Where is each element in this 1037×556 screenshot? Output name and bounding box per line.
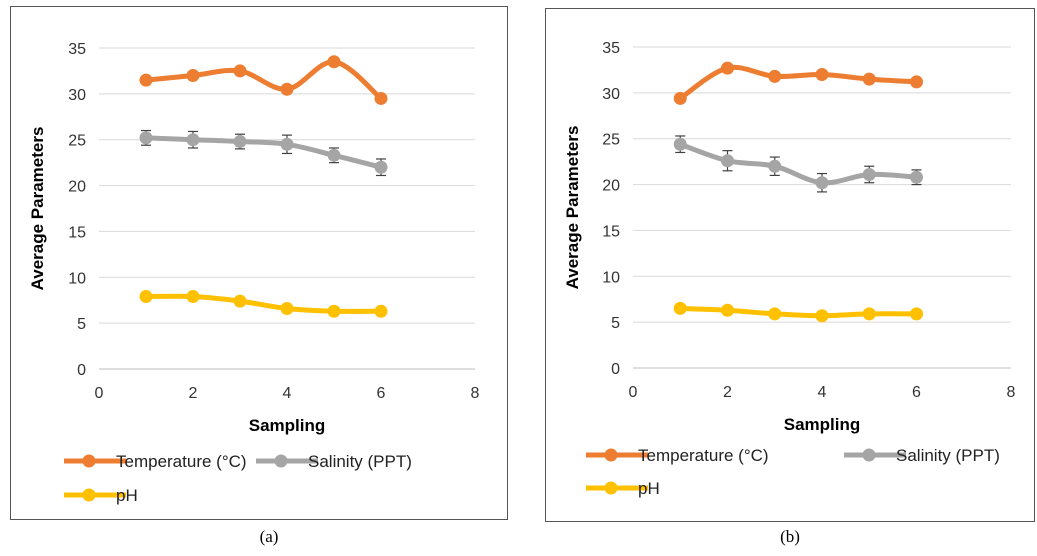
- x-tick-label: 0: [95, 385, 104, 402]
- y-tick-label: 20: [602, 178, 620, 195]
- data-point: [862, 72, 876, 86]
- x-tick-label: 6: [912, 384, 921, 401]
- x-tick-label: 8: [1007, 384, 1016, 401]
- legend-label-0: Temperature (°C): [638, 446, 769, 465]
- legend-label-0: Temperature (°C): [116, 452, 247, 471]
- y-tick-label: 30: [602, 86, 620, 103]
- data-point: [768, 69, 782, 83]
- series-line-1: [143, 135, 384, 170]
- legend-label-1: Salinity (PPT): [896, 446, 1000, 465]
- y-axis-title: Average Parameters: [563, 126, 582, 290]
- data-point: [186, 133, 200, 147]
- data-point: [186, 290, 200, 304]
- data-point: [910, 75, 923, 89]
- x-axis-title: Sampling: [784, 415, 861, 434]
- x-tick-label: 6: [377, 385, 386, 402]
- y-tick-label: 5: [611, 315, 620, 332]
- legend-label-2: pH: [116, 486, 138, 505]
- data-point: [374, 91, 388, 105]
- series-line-2: [677, 305, 919, 319]
- data-point: [280, 137, 294, 151]
- data-point: [327, 55, 341, 69]
- data-point: [280, 301, 294, 315]
- data-point: [910, 170, 923, 184]
- y-tick-label: 15: [602, 223, 620, 240]
- data-point: [327, 148, 341, 162]
- data-point: [910, 307, 923, 321]
- data-point: [233, 135, 247, 149]
- y-tick-label: 0: [77, 362, 86, 379]
- data-point: [721, 154, 734, 168]
- x-tick-label: 4: [283, 385, 292, 402]
- data-point: [815, 309, 829, 323]
- chart-panel-a: 0 5 10 15 20 25 30 35 0 2 4 6 8 Sampling Average Param…: [10, 6, 508, 520]
- data-point: [721, 303, 734, 317]
- legend-label-2: pH: [638, 479, 660, 498]
- data-point: [862, 167, 876, 181]
- x-axis-title: Sampling: [249, 416, 326, 435]
- chart-panel-b: 0 5 10 15 20 25 30 35 0 2 4 6 8 Sampling Average Param…: [545, 8, 1035, 522]
- caption-a: (a): [259, 527, 279, 546]
- x-tick-label: 2: [723, 384, 732, 401]
- data-point: [815, 176, 829, 190]
- data-point: [768, 307, 782, 321]
- data-point: [721, 61, 734, 75]
- y-tick-label: 5: [77, 316, 86, 333]
- legend-marker-2: [82, 488, 96, 502]
- x-tick-label: 0: [629, 384, 638, 401]
- x-tick-label: 4: [818, 384, 827, 401]
- y-tick-label: 35: [68, 41, 86, 58]
- x-tick-label: 2: [189, 385, 198, 402]
- data-point: [673, 137, 687, 151]
- data-point: [139, 73, 153, 87]
- y-tick-label: 35: [602, 40, 620, 57]
- data-point: [233, 64, 247, 78]
- data-point: [862, 307, 876, 321]
- chart-a-svg: 0 5 10 15 20 25 30 35 0 2 4 6 8 Sampling Average Param…: [28, 41, 480, 505]
- y-tick-label: 30: [68, 87, 86, 104]
- data-point: [768, 159, 782, 173]
- series-line-0: [143, 59, 384, 101]
- legend-marker-0: [82, 454, 96, 468]
- data-point: [139, 131, 153, 145]
- data-point: [673, 91, 687, 105]
- series-line-0: [677, 64, 919, 101]
- legend-marker-1: [862, 448, 876, 462]
- series-line-2: [143, 293, 384, 314]
- data-point: [233, 294, 247, 308]
- legend-label-1: Salinity (PPT): [308, 452, 412, 471]
- y-tick-label: 20: [68, 179, 86, 196]
- legend-marker-0: [604, 448, 618, 462]
- y-tick-label: 15: [68, 224, 86, 241]
- y-tick-label: 25: [602, 132, 620, 149]
- data-point: [139, 290, 153, 304]
- y-tick-label: 10: [602, 269, 620, 286]
- y-axis-title: Average Parameters: [28, 127, 47, 291]
- data-point: [280, 82, 294, 96]
- y-tick-label: 25: [68, 133, 86, 150]
- x-tick-label: 8: [471, 385, 480, 402]
- data-point: [815, 68, 829, 82]
- y-tick-label: 0: [611, 361, 620, 378]
- legend-marker-2: [604, 481, 618, 495]
- series-line-1: [677, 141, 919, 186]
- data-point: [374, 304, 388, 318]
- caption-b: (b): [780, 527, 800, 546]
- data-point: [327, 304, 341, 318]
- data-point: [186, 69, 200, 83]
- data-point: [673, 301, 687, 315]
- data-point: [374, 160, 388, 174]
- chart-b-svg: 0 5 10 15 20 25 30 35 0 2 4 6 8 Sampling Average Param…: [563, 40, 1016, 498]
- legend-marker-1: [274, 454, 288, 468]
- y-tick-label: 10: [68, 270, 86, 287]
